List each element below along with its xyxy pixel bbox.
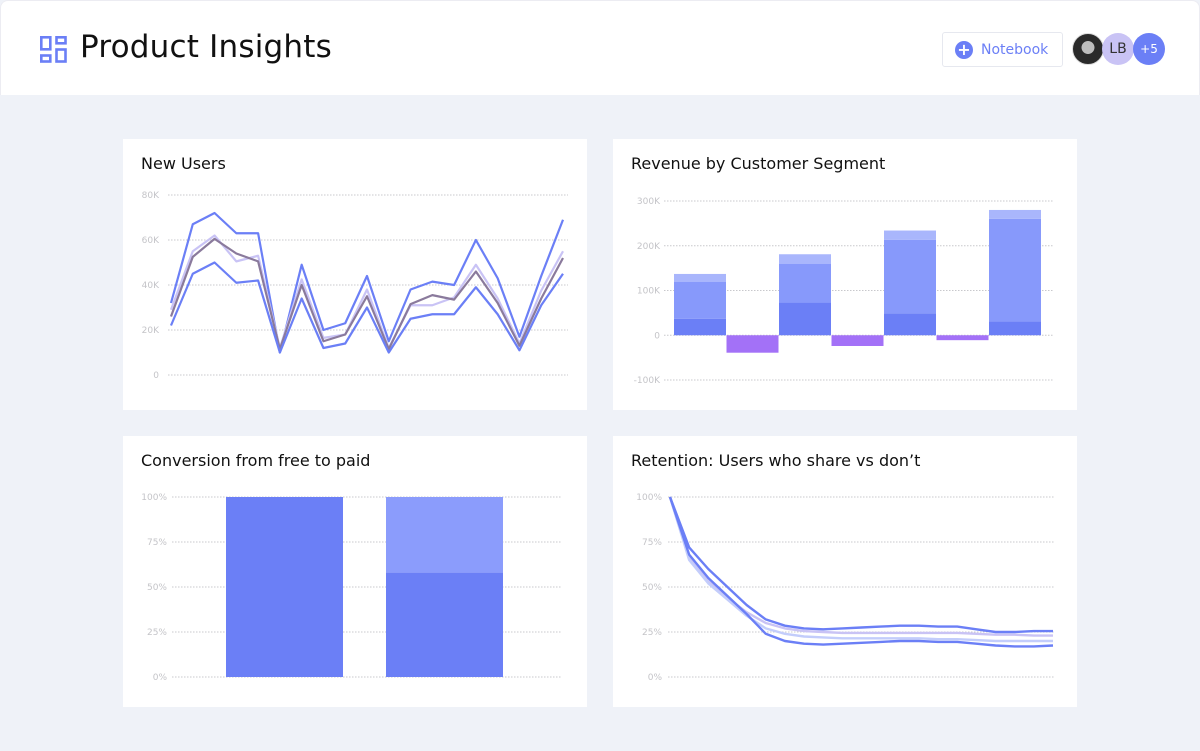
series-line bbox=[169, 261, 564, 354]
y-tick-label: 75% bbox=[642, 538, 662, 548]
chart-title: Revenue by Customer Segment bbox=[631, 154, 886, 173]
series-line bbox=[668, 496, 1053, 643]
y-tick-label: 60K bbox=[142, 236, 160, 246]
page-title: Product Insights bbox=[80, 29, 332, 65]
bar-segment bbox=[989, 321, 1041, 336]
chart-title: Retention: Users who share vs don’t bbox=[631, 451, 921, 470]
new-users-chart: 0 20K 40K 60K 80K bbox=[142, 191, 568, 381]
series-line bbox=[668, 496, 1053, 634]
series-line bbox=[169, 234, 564, 350]
revenue-chart: -100K 0 100K 200K 300K bbox=[634, 197, 1054, 386]
series-line bbox=[169, 211, 565, 354]
conversion-chart: 0% 25% 50% 75% 100% bbox=[141, 493, 562, 683]
avatar-more[interactable]: +5 bbox=[1133, 33, 1165, 65]
dashboard-grid-icon bbox=[40, 36, 67, 63]
y-tick-label: 75% bbox=[147, 538, 167, 548]
plus-circle-icon: + bbox=[955, 40, 973, 59]
notebook-button[interactable]: + Notebook bbox=[942, 32, 1063, 67]
series-line bbox=[169, 237, 564, 351]
y-tick-label: 300K bbox=[637, 197, 661, 207]
bar-segment bbox=[779, 263, 831, 303]
chart-title: Conversion from free to paid bbox=[141, 451, 371, 470]
bar-segment bbox=[989, 209, 1041, 219]
series-line bbox=[668, 496, 1053, 637]
y-tick-label: 20K bbox=[142, 326, 160, 336]
negative-bar bbox=[831, 335, 884, 346]
bar-segment bbox=[989, 218, 1041, 322]
y-tick-label: 200K bbox=[637, 242, 661, 252]
bar-segment bbox=[674, 281, 726, 319]
header: Product Insights + Notebook LB +5 bbox=[0, 0, 1200, 95]
avatar-lb[interactable]: LB bbox=[1102, 33, 1134, 65]
bar-segment bbox=[884, 239, 936, 314]
negative-bar bbox=[726, 335, 779, 353]
card-new-users: New Users 0 20K 40K 60K 80K bbox=[123, 139, 587, 410]
chart-title: New Users bbox=[141, 154, 226, 173]
negative-bar bbox=[936, 335, 989, 341]
bar-segment bbox=[674, 273, 726, 282]
y-tick-label: 50% bbox=[147, 583, 167, 593]
card-retention: Retention: Users who share vs don’t 0% 25… bbox=[613, 436, 1077, 707]
avatar-photo[interactable] bbox=[1072, 33, 1104, 65]
bar-segment bbox=[674, 318, 726, 336]
y-tick-label: 0 bbox=[654, 331, 660, 341]
bar-segment bbox=[884, 230, 936, 240]
bar-segment bbox=[884, 313, 936, 336]
y-tick-label: 100K bbox=[637, 287, 661, 297]
bar-segment bbox=[779, 254, 831, 264]
y-tick-label: 40K bbox=[142, 281, 160, 291]
y-tick-label: 0 bbox=[153, 371, 159, 381]
y-tick-label: 25% bbox=[642, 628, 662, 638]
card-revenue: Revenue by Customer Segment -100K 0 100K 20… bbox=[613, 139, 1077, 410]
series-line bbox=[668, 496, 1054, 648]
bar-segment bbox=[226, 497, 343, 677]
notebook-label: Notebook bbox=[981, 41, 1049, 58]
card-conversion: Conversion from free to paid 0% 25% 50% 75%… bbox=[123, 436, 587, 707]
y-tick-label: 0% bbox=[153, 673, 168, 683]
y-tick-label: 0% bbox=[648, 673, 663, 683]
bar-segment bbox=[386, 497, 503, 573]
retention-chart: 0% 25% 50% 75% 100% bbox=[636, 493, 1054, 683]
y-tick-label: 25% bbox=[147, 628, 167, 638]
y-tick-label: 100% bbox=[141, 493, 167, 503]
y-tick-label: 80K bbox=[142, 191, 160, 201]
y-tick-label: -100K bbox=[634, 376, 661, 386]
y-tick-label: 100% bbox=[636, 493, 662, 503]
bar-segment bbox=[779, 302, 831, 336]
y-tick-label: 50% bbox=[642, 583, 662, 593]
bar-segment bbox=[386, 572, 503, 677]
